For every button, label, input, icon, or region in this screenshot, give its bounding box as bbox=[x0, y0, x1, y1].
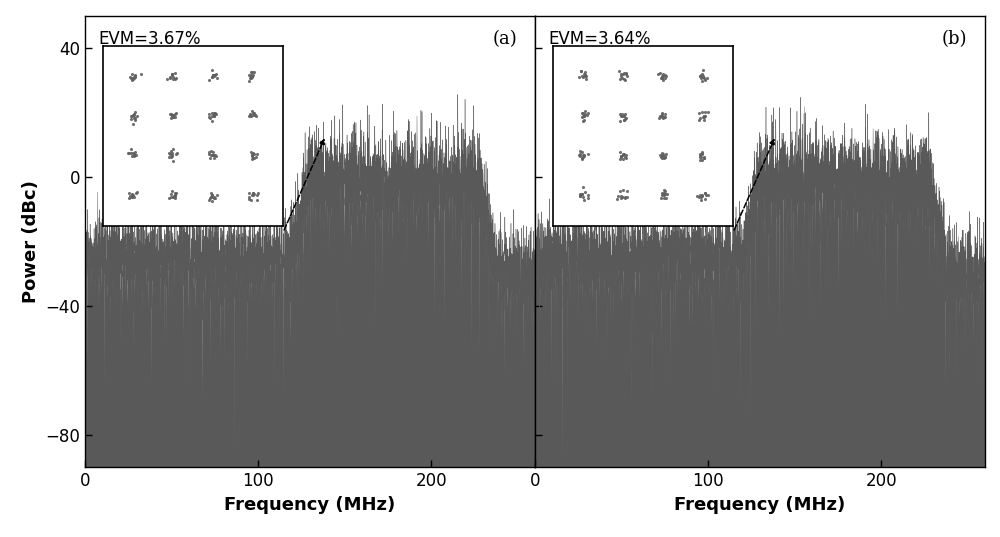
Text: (a): (a) bbox=[492, 30, 517, 48]
Y-axis label: Power (dBc): Power (dBc) bbox=[22, 180, 40, 303]
Text: (b): (b) bbox=[942, 30, 967, 48]
Text: EVM=3.67%: EVM=3.67% bbox=[98, 30, 201, 48]
X-axis label: Frequency (MHz): Frequency (MHz) bbox=[224, 496, 396, 513]
X-axis label: Frequency (MHz): Frequency (MHz) bbox=[674, 496, 846, 513]
Text: EVM=3.64%: EVM=3.64% bbox=[548, 30, 651, 48]
